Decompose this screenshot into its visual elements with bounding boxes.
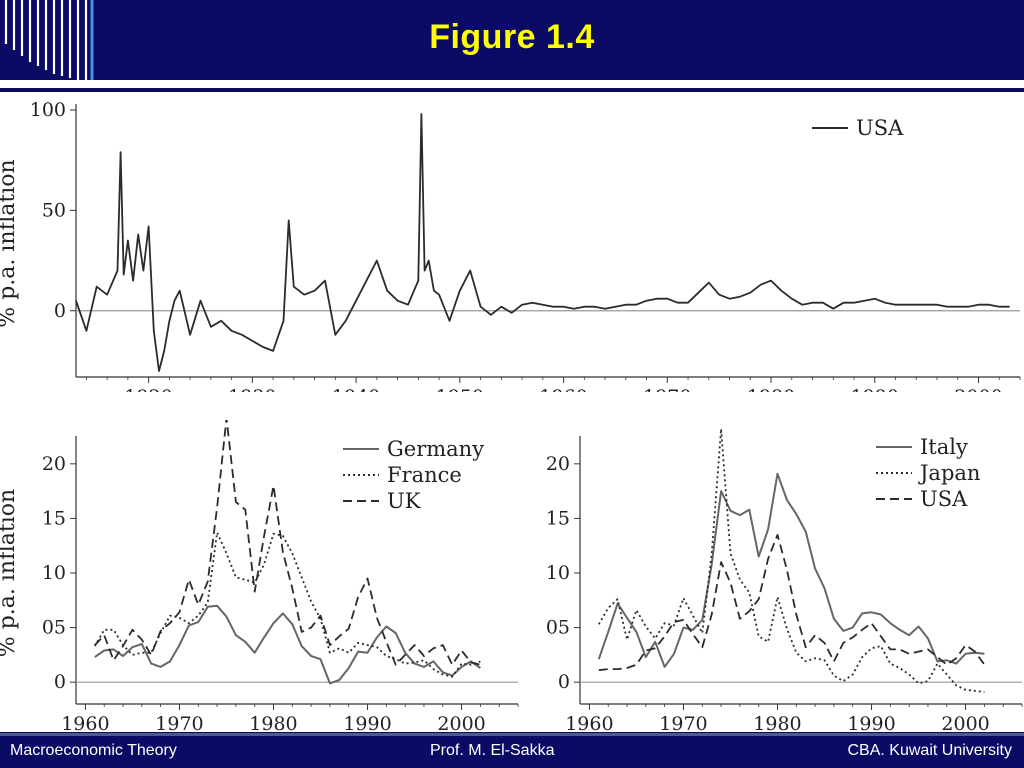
y-tick-label: 05: [546, 617, 570, 639]
y-axis-label: % p.a. inflation: [0, 489, 20, 657]
y-tick-label: 20: [546, 453, 570, 475]
x-tick-label: 1970: [643, 386, 691, 392]
footer-line: [0, 733, 1024, 736]
y-tick-label: 15: [546, 507, 570, 529]
legend-label-usa: USA: [920, 487, 968, 511]
series-line-italy: [597, 472, 985, 668]
x-tick-label: 2000: [941, 713, 989, 732]
chart-usa-long-run: 0 50 100 1920 1930 1940 1950 1960 1970 1980 1990 20…: [0, 99, 1021, 392]
y-tick-label: 100: [30, 99, 66, 121]
y-tick-label: 50: [42, 199, 66, 221]
chart-italy-japan-usa: 0 05 10 15 20 1960 1970 1980 1990 2000 ItalyJapanU…: [546, 427, 1023, 732]
y-axis-label: % p.a. inflation: [0, 159, 20, 327]
x-tick-label: 1970: [659, 713, 707, 732]
x-tick-label: 1980: [753, 713, 801, 732]
slide-title: Figure 1.4: [429, 18, 595, 56]
x-tick-label: 2000: [437, 713, 485, 732]
series-line-japan: [598, 427, 985, 693]
footer-institution: CBA. Kuwait University: [847, 742, 1013, 759]
header-stripe: [0, 80, 1024, 90]
y-tick-label: 0: [558, 671, 570, 693]
x-tick-label: 1960: [61, 713, 109, 732]
series-line-uk: [94, 420, 481, 666]
y-tick-label: 0: [54, 300, 66, 322]
legend-label-italy: Italy: [920, 435, 968, 459]
series-line-usa: [75, 113, 1010, 372]
y-tick-label: 10: [42, 562, 66, 584]
y-tick-label: 0: [54, 671, 66, 693]
x-tick-label: 1950: [436, 386, 484, 392]
x-tick-label: 2000: [954, 386, 1002, 392]
legend-label-uk: UK: [387, 489, 421, 513]
series-line-usa: [598, 533, 986, 672]
legend-label-germany: Germany: [387, 437, 484, 461]
x-tick-label: 1970: [155, 713, 203, 732]
y-tick-label: 20: [42, 453, 66, 475]
x-tick-label: 1980: [747, 386, 795, 392]
y-tick-label: 05: [42, 617, 66, 639]
legend-label-usa: USA: [856, 116, 904, 140]
x-tick-label: 1920: [124, 386, 172, 392]
header-decoration: [4, 0, 94, 86]
legend-label-japan: Japan: [918, 461, 980, 485]
slide-footer: [0, 732, 1024, 768]
x-tick-label: 1990: [847, 713, 895, 732]
x-tick-label: 1930: [228, 386, 276, 392]
x-tick-label: 1990: [851, 386, 899, 392]
x-tick-label: 1980: [249, 713, 297, 732]
x-tick-label: 1990: [343, 713, 391, 732]
slide-header: [0, 0, 1024, 80]
legend-label-france: France: [387, 463, 462, 487]
chart-germany-france-uk: 0 05 10 15 20 1960 1970 1980 1990 2000 % p.a. infl…: [0, 420, 519, 732]
y-tick-label: 15: [42, 507, 66, 529]
footer-course: Macroeconomic Theory: [10, 742, 177, 759]
footer-author: Prof. M. El-Sakka: [430, 742, 555, 759]
series-line-germany: [94, 604, 481, 685]
x-tick-label: 1960: [539, 386, 587, 392]
x-tick-label: 1960: [565, 713, 613, 732]
x-tick-label: 1940: [332, 386, 380, 392]
y-tick-label: 10: [546, 562, 570, 584]
header-rule: [0, 88, 1024, 92]
